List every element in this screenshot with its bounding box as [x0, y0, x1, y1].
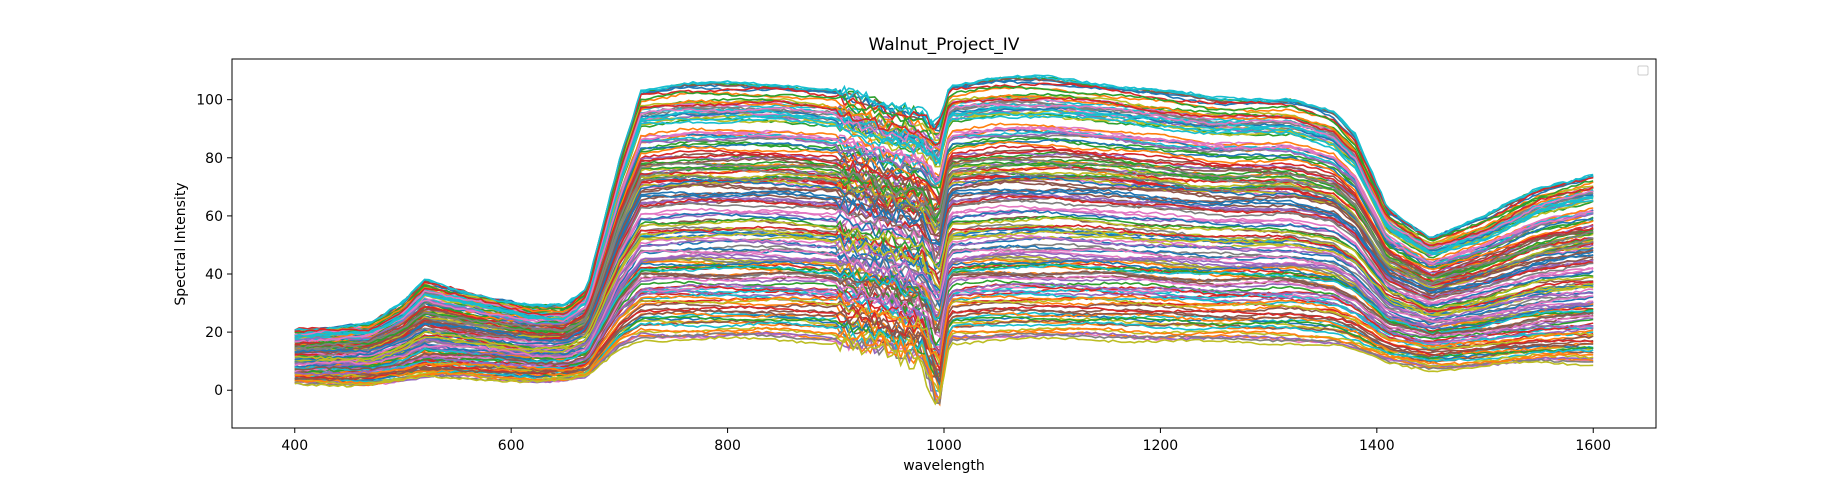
- x-tick-label: 1000: [926, 438, 962, 454]
- chart-title: Walnut_Project_IV: [869, 35, 1020, 55]
- series-line: [294, 141, 1594, 347]
- series-line: [294, 163, 1594, 351]
- series-line: [294, 326, 1594, 400]
- series-line: [294, 209, 1594, 361]
- series-line: [294, 270, 1594, 371]
- y-tick-label: 20: [205, 325, 223, 341]
- series-line: [294, 96, 1594, 334]
- x-axis: 400 600 800 1000 1200 1400 1600: [281, 428, 1611, 454]
- series-line: [294, 204, 1594, 361]
- x-tick-label: 400: [281, 438, 308, 454]
- y-axis-label: Spectral Intensity: [173, 182, 189, 305]
- series-line: [294, 247, 1594, 367]
- y-tick-label: 80: [205, 151, 223, 167]
- x-tick-label: 800: [714, 438, 741, 454]
- series-line: [294, 237, 1594, 366]
- series-line: [294, 179, 1594, 355]
- series-line: [294, 320, 1594, 393]
- x-tick-label: 1600: [1575, 438, 1611, 454]
- series-line: [294, 198, 1594, 359]
- series-line: [294, 103, 1594, 336]
- y-tick-label: 60: [205, 209, 223, 225]
- series-line: [294, 230, 1594, 364]
- series-line: [294, 114, 1594, 338]
- series-line: [294, 216, 1594, 361]
- series-line: [294, 308, 1594, 383]
- series-lines: [294, 74, 1594, 407]
- series-line: [294, 157, 1594, 350]
- x-tick-label: 1400: [1359, 438, 1395, 454]
- series-line: [294, 190, 1594, 353]
- series-line: [294, 291, 1594, 378]
- legend-box: [1637, 65, 1649, 76]
- series-line: [294, 74, 1594, 332]
- y-tick-label: 100: [196, 93, 223, 109]
- x-axis-label: wavelength: [903, 458, 985, 474]
- series-line: [294, 224, 1594, 362]
- y-tick-label: 0: [214, 383, 223, 399]
- x-tick-label: 600: [498, 438, 525, 454]
- series-line: [294, 253, 1594, 370]
- y-axis: 0 20 40 60 80 100: [196, 93, 232, 399]
- series-line: [294, 82, 1594, 331]
- series-line: [294, 282, 1594, 376]
- y-tick-label: 40: [205, 267, 223, 283]
- series-line: [294, 335, 1594, 406]
- series-line: [294, 126, 1594, 344]
- x-tick-label: 1200: [1143, 438, 1179, 454]
